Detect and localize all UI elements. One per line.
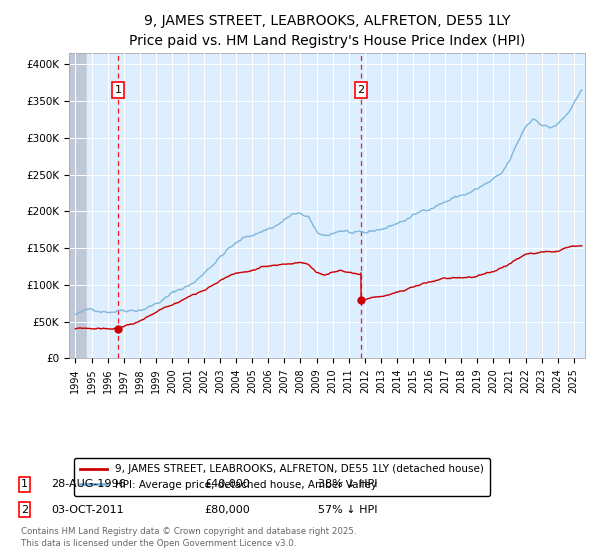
Text: Contains HM Land Registry data © Crown copyright and database right 2025.
This d: Contains HM Land Registry data © Crown c…: [21, 527, 356, 548]
Title: 9, JAMES STREET, LEABROOKS, ALFRETON, DE55 1LY
Price paid vs. HM Land Registry's: 9, JAMES STREET, LEABROOKS, ALFRETON, DE…: [129, 15, 525, 48]
Legend: 9, JAMES STREET, LEABROOKS, ALFRETON, DE55 1LY (detached house), HPI: Average pr: 9, JAMES STREET, LEABROOKS, ALFRETON, DE…: [74, 458, 490, 496]
Text: 57% ↓ HPI: 57% ↓ HPI: [318, 505, 377, 515]
Text: £80,000: £80,000: [204, 505, 250, 515]
Text: £40,000: £40,000: [204, 479, 250, 489]
Text: 1: 1: [115, 85, 122, 95]
Bar: [69, 53, 88, 358]
Text: 2: 2: [358, 85, 364, 95]
Bar: [88, 53, 585, 358]
Text: 38% ↓ HPI: 38% ↓ HPI: [318, 479, 377, 489]
Text: 03-OCT-2011: 03-OCT-2011: [51, 505, 124, 515]
Text: 2: 2: [21, 505, 28, 515]
Text: 28-AUG-1996: 28-AUG-1996: [51, 479, 125, 489]
Text: 1: 1: [21, 479, 28, 489]
